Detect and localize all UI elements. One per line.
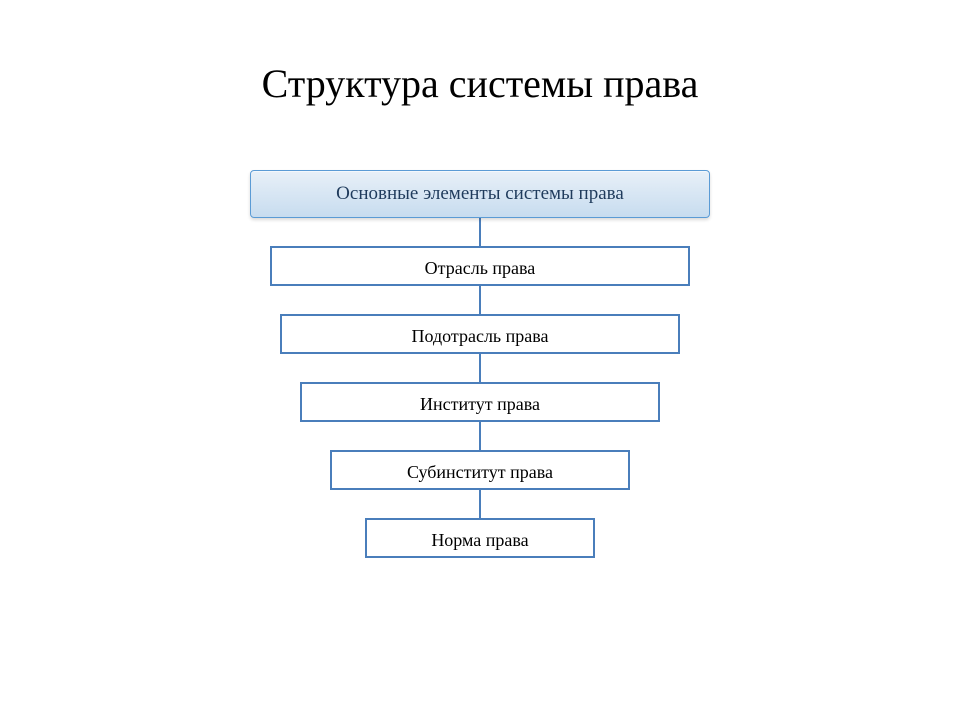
connector (479, 218, 481, 246)
connector (479, 422, 481, 450)
node-label: Институт права (420, 394, 540, 414)
node-norm: Норма права (365, 518, 595, 558)
node-label: Субинститут права (407, 462, 553, 482)
node-label: Основные элементы системы права (336, 183, 624, 204)
connector (479, 286, 481, 314)
node-label: Норма права (431, 530, 528, 550)
connector (479, 354, 481, 382)
page-title: Структура системы права (0, 60, 960, 107)
connector (479, 490, 481, 518)
node-label: Отрасль права (425, 258, 536, 278)
hierarchy-diagram: Основные элементы системы права Отрасль … (0, 170, 960, 558)
node-branch: Отрасль права (270, 246, 690, 286)
node-header: Основные элементы системы права (250, 170, 710, 218)
node-subinstitute: Субинститут права (330, 450, 630, 490)
node-subbranch: Подотрасль права (280, 314, 680, 354)
node-label: Подотрасль права (411, 326, 548, 346)
node-institute: Институт права (300, 382, 660, 422)
